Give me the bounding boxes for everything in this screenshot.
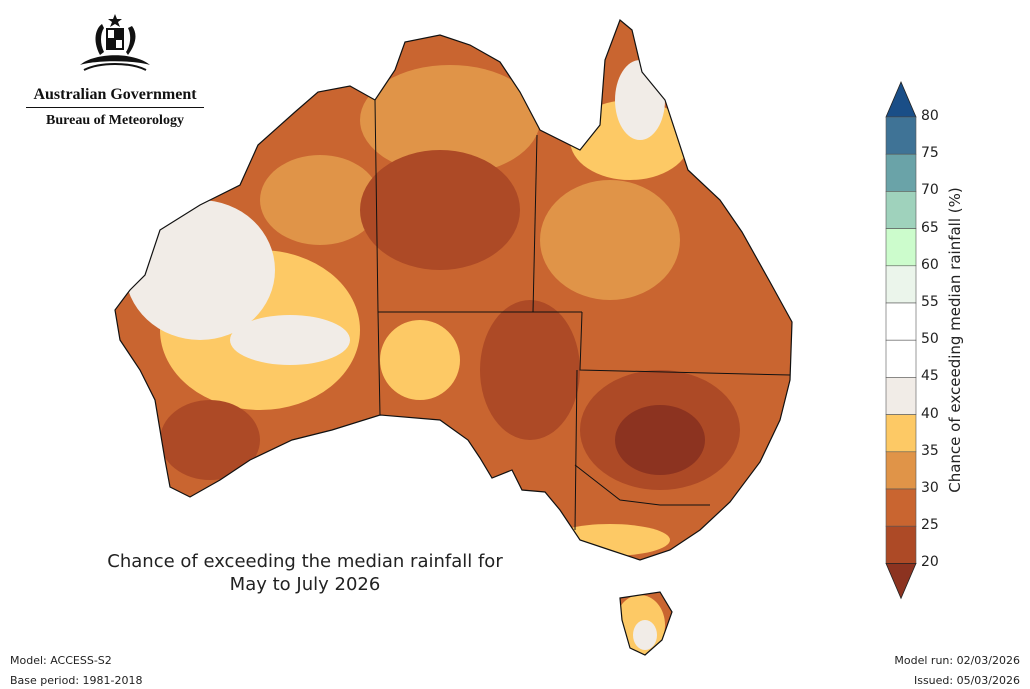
- colorbar-bin-45-50: [885, 339, 917, 378]
- colorbar-bin-70-75: [885, 153, 917, 192]
- colorbar-label: Chance of exceeding median rainfall (%): [946, 187, 964, 493]
- agency-name: Bureau of Meteorology: [46, 113, 184, 128]
- colorbar-tick: 55: [921, 294, 939, 310]
- colorbar-bin-30-35: [885, 451, 917, 490]
- colorbar-tick: 25: [921, 517, 939, 534]
- title-line-1: Chance of exceeding the median rainfall …: [107, 551, 503, 572]
- footer-right: Model run: 02/03/2026 Issued: 05/03/2026: [894, 651, 1020, 689]
- colorbar-bin-65-70: [885, 191, 917, 229]
- state-borders: [374, 99, 791, 531]
- colorbar-bin-40-45: [885, 377, 917, 415]
- issued-label: Issued: 05/03/2026: [913, 674, 1020, 687]
- colorbar-bin-55-60: [885, 265, 917, 304]
- colorbar-tick: 35: [921, 442, 939, 459]
- colorbar: [885, 80, 917, 600]
- colorbar-tick: 60: [921, 256, 939, 273]
- colorbar-bin-50-55: [885, 302, 917, 341]
- title-line-2: May to July 2026: [229, 574, 381, 595]
- government-name: Australian Government: [26, 86, 204, 108]
- model-run-label: Model run: 02/03/2026: [894, 654, 1020, 667]
- colorbar-bin-20-25: [885, 525, 917, 564]
- colorbar-extend-above: [885, 80, 917, 118]
- colorbar-bin-60-65: [885, 228, 917, 267]
- colorbar-bin-35-40: [885, 414, 917, 453]
- colorbar-extend-below: [885, 562, 917, 600]
- colorbar-tick: 75: [921, 145, 939, 162]
- colorbar-bin-25-30: [885, 488, 917, 527]
- coat-of-arms-icon: [80, 14, 150, 71]
- footer-left: Model: ACCESS-S2 Base period: 1981-2018: [10, 651, 142, 689]
- colorbar-tick: 65: [921, 219, 939, 236]
- colorbar-tick: 45: [921, 368, 939, 385]
- colorbar-tick: 20: [921, 554, 939, 571]
- colorbar-bin-75-80: [885, 116, 917, 155]
- colorbar-tick: 30: [921, 480, 939, 496]
- government-logo: Australian Government Bureau of Meteorol…: [26, 10, 204, 129]
- colorbar-tick: 50: [921, 331, 939, 348]
- model-label: Model: ACCESS-S2: [10, 654, 112, 667]
- map-title: Chance of exceeding the median rainfall …: [60, 550, 550, 596]
- colorbar-tick: 70: [921, 182, 939, 199]
- colorbar-tick: 40: [921, 405, 939, 422]
- colorbar-tick: 80: [921, 108, 939, 124]
- base-period-label: Base period: 1981-2018: [10, 674, 143, 687]
